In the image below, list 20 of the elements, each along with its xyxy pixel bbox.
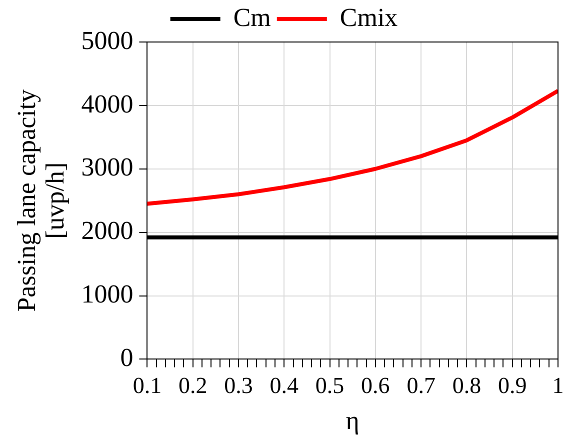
x-axis-title: η xyxy=(346,406,360,436)
legend-label: Cm xyxy=(233,2,271,32)
x-tick-label: 0.1 xyxy=(132,373,162,398)
y-tick-label: 4000 xyxy=(81,89,134,118)
x-tick-label: 0.4 xyxy=(270,373,300,398)
y-tick-label: 3000 xyxy=(81,152,134,182)
y-tick-label: 5000 xyxy=(81,26,134,55)
x-tick-label: 0.2 xyxy=(178,373,208,398)
x-tick-label: 0.8 xyxy=(452,373,482,398)
y-tick-label: 0 xyxy=(120,343,134,372)
x-tick-label: 1 xyxy=(552,373,564,398)
legend-label: Cmix xyxy=(340,2,398,32)
x-tick-label: 0.3 xyxy=(224,373,253,398)
x-tick-label: 0.6 xyxy=(361,373,390,398)
x-tick-label: 0.7 xyxy=(406,373,436,398)
y-tick-label: 2000 xyxy=(81,216,134,246)
y-axis-title: Passing lane capacity [uvp/h] xyxy=(12,89,70,312)
x-tick-label: 0.9 xyxy=(498,373,527,398)
x-tick-label: 0.5 xyxy=(315,373,344,398)
y-tick-label: 1000 xyxy=(81,280,134,309)
